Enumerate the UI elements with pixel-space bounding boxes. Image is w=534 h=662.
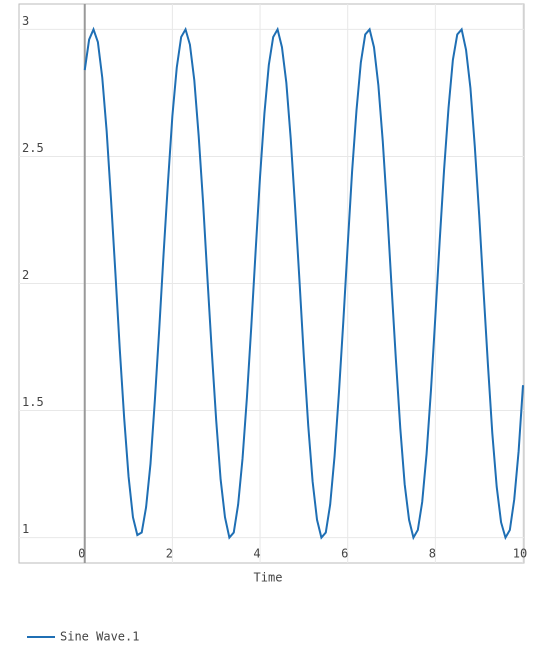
- y-tick-label: 2: [22, 268, 29, 282]
- x-tick-label: 2: [166, 547, 173, 561]
- x-tick-label: 4: [253, 547, 260, 561]
- series-line: [83, 26, 524, 541]
- x-axis-label: Time: [254, 571, 283, 585]
- x-tick-label: 0: [78, 547, 85, 561]
- y-tick-label: 1.5: [22, 395, 44, 409]
- y-tick-label: 1: [22, 522, 29, 536]
- x-tick-label: 6: [341, 547, 348, 561]
- legend-label: Sine Wave.1: [60, 630, 139, 644]
- y-tick-label: 2.5: [22, 141, 44, 155]
- x-tick-label: 10: [513, 547, 527, 561]
- y-tick-label: 3: [22, 14, 29, 28]
- x-tick-label: 8: [429, 547, 436, 561]
